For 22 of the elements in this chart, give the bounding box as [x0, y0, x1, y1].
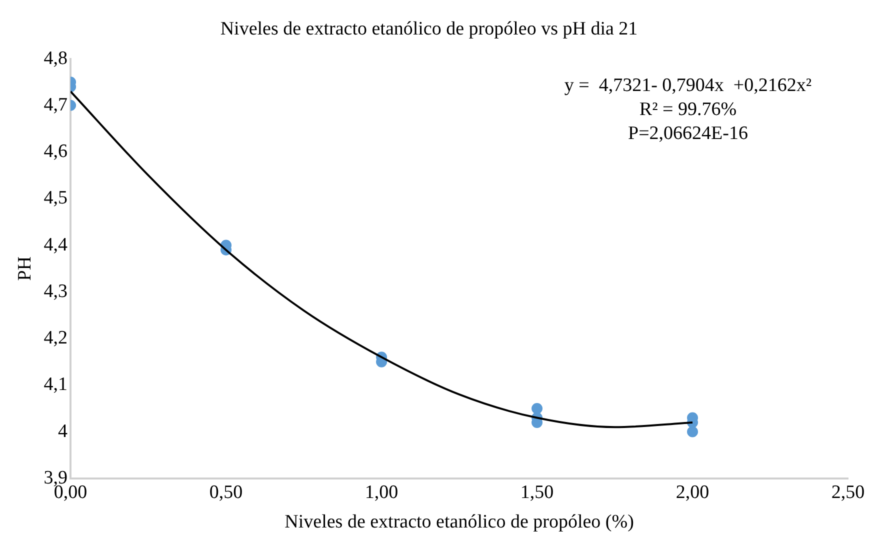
annotation: y = 4,7321- 0,7904x +0,2162x²	[564, 74, 812, 96]
y-tick-label: 4	[58, 420, 68, 442]
x-tick-label: 0,50	[209, 482, 243, 503]
chart-title: Niveles de extracto etanólico de propóleo vs pH dia 21	[220, 18, 638, 40]
y-tick-label: 4,7	[44, 94, 68, 116]
x-tick-label: 2,00	[676, 482, 710, 503]
annotation: P=2,06624E-16	[628, 122, 748, 144]
point	[687, 426, 698, 438]
y-tick-label: 4,1	[44, 374, 68, 396]
y-axis-title: PH	[14, 256, 36, 281]
point	[532, 402, 543, 414]
annotation: R² = 99.76%	[639, 98, 737, 120]
y-tick-label: 4,6	[44, 141, 68, 162]
y-tick-label: 4,3	[44, 280, 68, 302]
y-tick-label: 4,2	[44, 328, 68, 349]
x-axis-title: Niveles de extracto etanólico de propóleo (%)	[284, 512, 634, 533]
x-tick-label: 1,50	[520, 482, 554, 503]
x-tick-label: 2,50	[831, 482, 865, 503]
y-tick-label: 4,4	[44, 234, 68, 256]
y-tick-label: 4,8	[44, 48, 68, 69]
y-tick-label: 4,5	[44, 188, 68, 209]
x-tick-label: 1,00	[364, 482, 398, 503]
